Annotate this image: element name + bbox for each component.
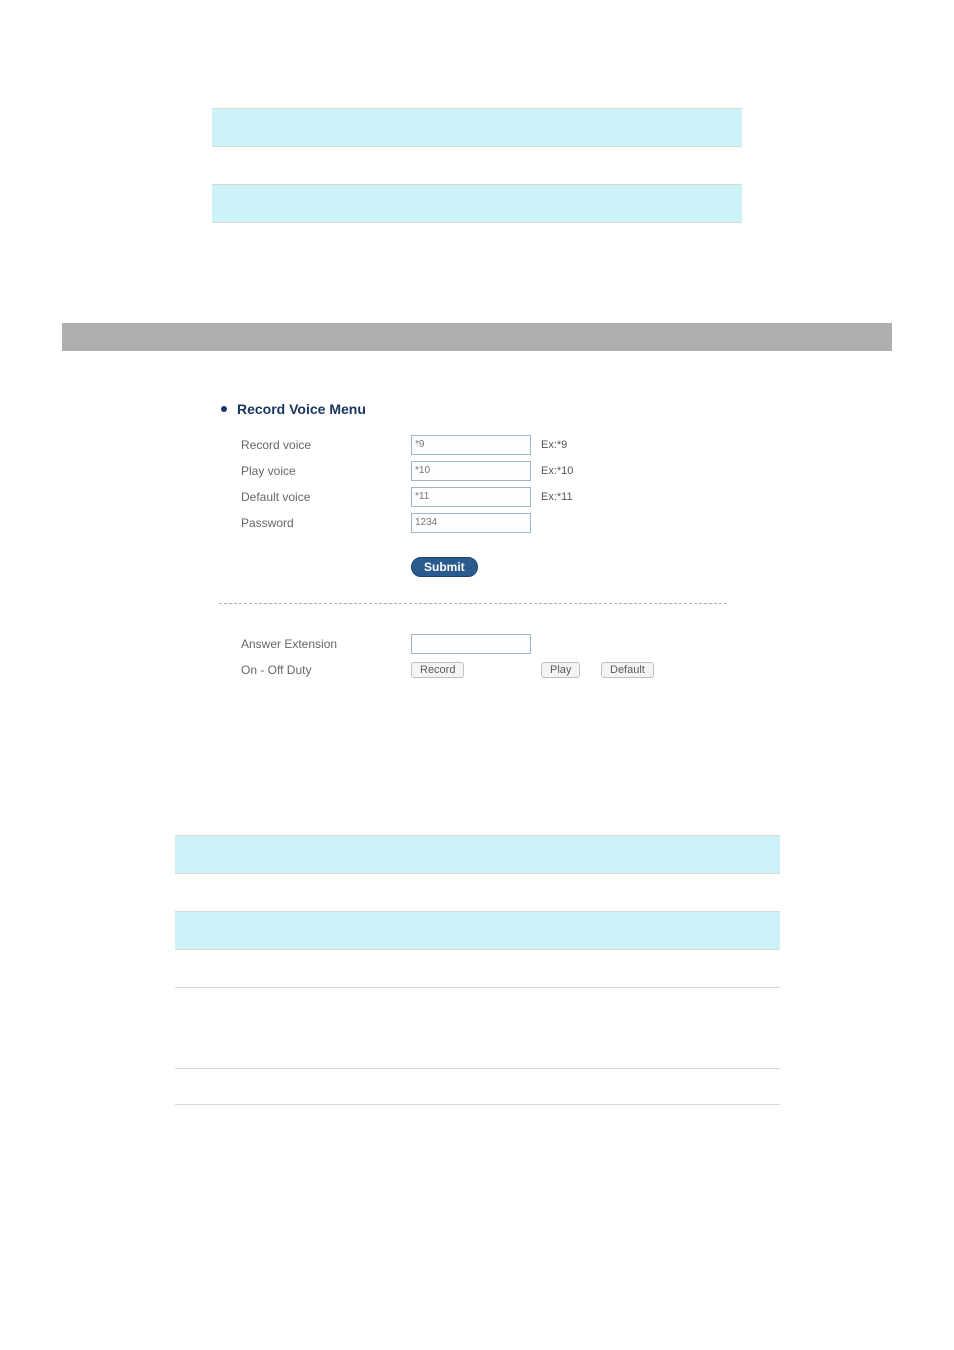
table-cell — [345, 1069, 780, 1105]
table-cell — [212, 146, 372, 184]
record-voice-form: Record voice Ex:*9 Play voice Ex:*10 Def… — [241, 435, 727, 533]
record-voice-label: Record voice — [241, 438, 411, 452]
table-cell — [212, 184, 372, 222]
table-cell — [372, 146, 742, 184]
default-voice-hint: Ex:*11 — [541, 491, 621, 503]
record-voice-input[interactable] — [411, 435, 531, 455]
mid-description-table — [175, 798, 780, 989]
divider-dashed — [219, 603, 727, 604]
table-cell — [372, 184, 742, 222]
bottom-description-table — [175, 1068, 780, 1105]
table-cell — [345, 836, 780, 874]
bullet-icon — [221, 406, 227, 412]
section-header-bar — [62, 323, 892, 351]
table-cell — [212, 70, 372, 108]
default-voice-label: Default voice — [241, 490, 411, 504]
table-cell — [175, 912, 345, 950]
record-button[interactable]: Record — [411, 662, 464, 678]
table-cell — [212, 108, 372, 146]
table-cell — [175, 1069, 345, 1105]
password-input[interactable] — [411, 513, 531, 533]
record-voice-hint: Ex:*9 — [541, 439, 621, 451]
default-voice-input[interactable] — [411, 487, 531, 507]
default-button[interactable]: Default — [601, 662, 654, 678]
table-cell — [175, 950, 345, 988]
table-cell — [372, 70, 742, 108]
answer-extension-input[interactable] — [411, 634, 531, 654]
answer-extension-label: Answer Extension — [241, 637, 411, 651]
answer-section: Answer Extension On - Off Duty Record Pl… — [241, 634, 727, 678]
record-voice-menu-panel: Record Voice Menu Record voice Ex:*9 Pla… — [197, 381, 757, 698]
table-cell — [175, 874, 345, 912]
submit-button[interactable]: Submit — [411, 557, 478, 577]
table-cell — [345, 912, 780, 950]
table-cell — [175, 836, 345, 874]
table-cell — [175, 798, 345, 836]
record-voice-menu-title: Record Voice Menu — [237, 401, 366, 417]
play-voice-input[interactable] — [411, 461, 531, 481]
top-description-table — [212, 70, 742, 223]
play-button[interactable]: Play — [541, 662, 580, 678]
play-voice-label: Play voice — [241, 464, 411, 478]
table-cell — [345, 874, 780, 912]
on-off-duty-label: On - Off Duty — [241, 663, 411, 677]
table-cell — [372, 108, 742, 146]
table-cell — [345, 950, 780, 988]
play-voice-hint: Ex:*10 — [541, 465, 621, 477]
table-cell — [345, 798, 780, 836]
password-label: Password — [241, 516, 411, 530]
